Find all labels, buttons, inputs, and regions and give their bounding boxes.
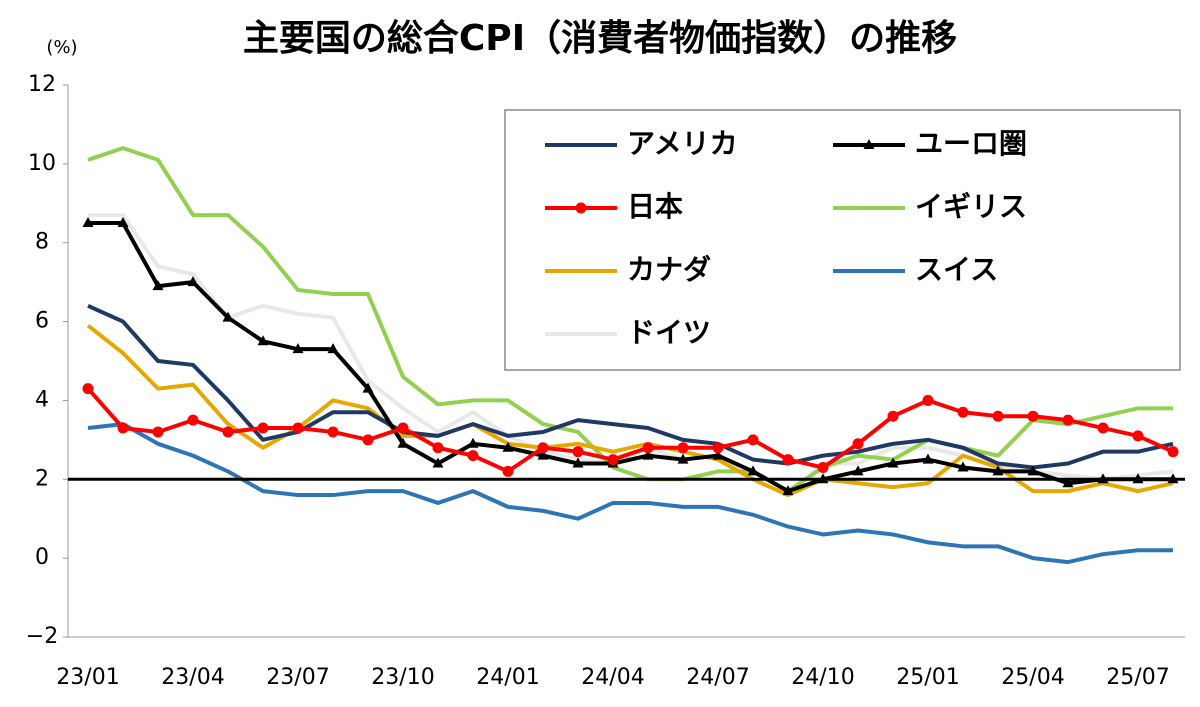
point <box>852 465 864 476</box>
point <box>887 410 899 422</box>
legend-label: 日本 <box>627 190 683 223</box>
y-tick-label: 10 <box>28 151 56 176</box>
x-tick-label: 23/07 <box>266 665 329 690</box>
point <box>782 485 794 496</box>
point <box>502 465 514 477</box>
series-line <box>87 303 1174 470</box>
point <box>712 449 724 460</box>
point <box>432 442 444 454</box>
point <box>362 382 374 393</box>
series-line <box>87 422 1173 565</box>
point <box>642 449 654 460</box>
x-tick-label: 25/04 <box>1001 665 1064 690</box>
point <box>782 454 794 466</box>
legend-label: ユーロ圏 <box>915 127 1027 160</box>
y-tick-label: 8 <box>35 230 49 255</box>
point <box>1027 465 1039 476</box>
point <box>117 217 129 227</box>
point <box>362 434 374 446</box>
point <box>292 343 304 354</box>
point <box>992 465 1004 476</box>
legend-label: スイス <box>915 253 998 286</box>
point <box>712 442 724 454</box>
point <box>502 441 514 452</box>
point <box>432 457 444 468</box>
legend-marker <box>575 202 587 214</box>
legend-label: アメリカ <box>627 127 738 160</box>
point <box>397 437 409 448</box>
point <box>957 406 969 418</box>
point <box>82 383 94 395</box>
point <box>327 426 339 438</box>
point <box>957 461 969 472</box>
point <box>677 442 689 454</box>
point <box>992 410 1004 422</box>
x-tick-label: 23/10 <box>371 665 434 690</box>
point <box>1097 422 1109 434</box>
y-tick-label: 6 <box>35 309 49 334</box>
point <box>1027 410 1039 422</box>
point <box>572 446 584 458</box>
x-tick-label: 24/07 <box>686 665 749 690</box>
point <box>152 280 164 291</box>
point <box>187 276 199 287</box>
y-tick-label: 0 <box>35 545 49 570</box>
point <box>222 311 234 322</box>
point <box>397 422 409 434</box>
point <box>292 422 304 434</box>
point <box>1062 414 1074 426</box>
point <box>117 422 129 434</box>
point <box>327 343 339 354</box>
x-tick-label: 25/01 <box>896 665 959 690</box>
legend-marker <box>863 139 875 149</box>
x-tick-label: 24/10 <box>791 665 854 690</box>
point <box>817 461 829 473</box>
x-tick-label: 23/01 <box>56 665 119 690</box>
point <box>537 449 549 460</box>
point <box>222 426 234 438</box>
x-tick-label: 24/04 <box>581 665 644 690</box>
y-tick-label: −2 <box>26 624 58 649</box>
point <box>852 438 864 450</box>
series-line <box>86 387 1174 474</box>
point <box>187 414 199 426</box>
point <box>467 450 479 462</box>
chart-title: 主要国の総合CPI（消費者物価指数）の推移 <box>243 18 957 59</box>
point <box>257 422 269 434</box>
point <box>677 453 689 464</box>
point <box>607 454 619 466</box>
point <box>887 457 899 468</box>
point <box>922 453 934 464</box>
point <box>537 442 549 454</box>
series-line <box>87 146 1173 494</box>
y-unit: (%) <box>46 37 77 58</box>
x-tick-label: 23/04 <box>161 665 224 690</box>
y-tick-label: 2 <box>35 466 49 491</box>
point <box>572 457 584 468</box>
point <box>1167 446 1179 458</box>
y-tick-label: 12 <box>28 72 56 97</box>
point <box>922 394 934 406</box>
point <box>747 465 759 476</box>
x-tick-label: 24/01 <box>476 665 539 690</box>
series-line <box>86 323 1174 498</box>
x-tick-label: 25/07 <box>1106 665 1169 690</box>
point <box>152 426 164 438</box>
y-tick-label: 4 <box>35 387 49 412</box>
point <box>747 434 759 446</box>
point <box>642 442 654 454</box>
legend-label: ドイツ <box>627 316 711 349</box>
legend-box <box>504 109 1181 371</box>
legend-label: イギリス <box>915 190 1027 223</box>
series-line <box>88 221 1173 494</box>
legend-label: カナダ <box>627 253 711 286</box>
point <box>467 437 479 448</box>
point <box>1132 430 1144 442</box>
point <box>1062 477 1074 488</box>
point <box>82 217 94 227</box>
point <box>257 335 269 346</box>
